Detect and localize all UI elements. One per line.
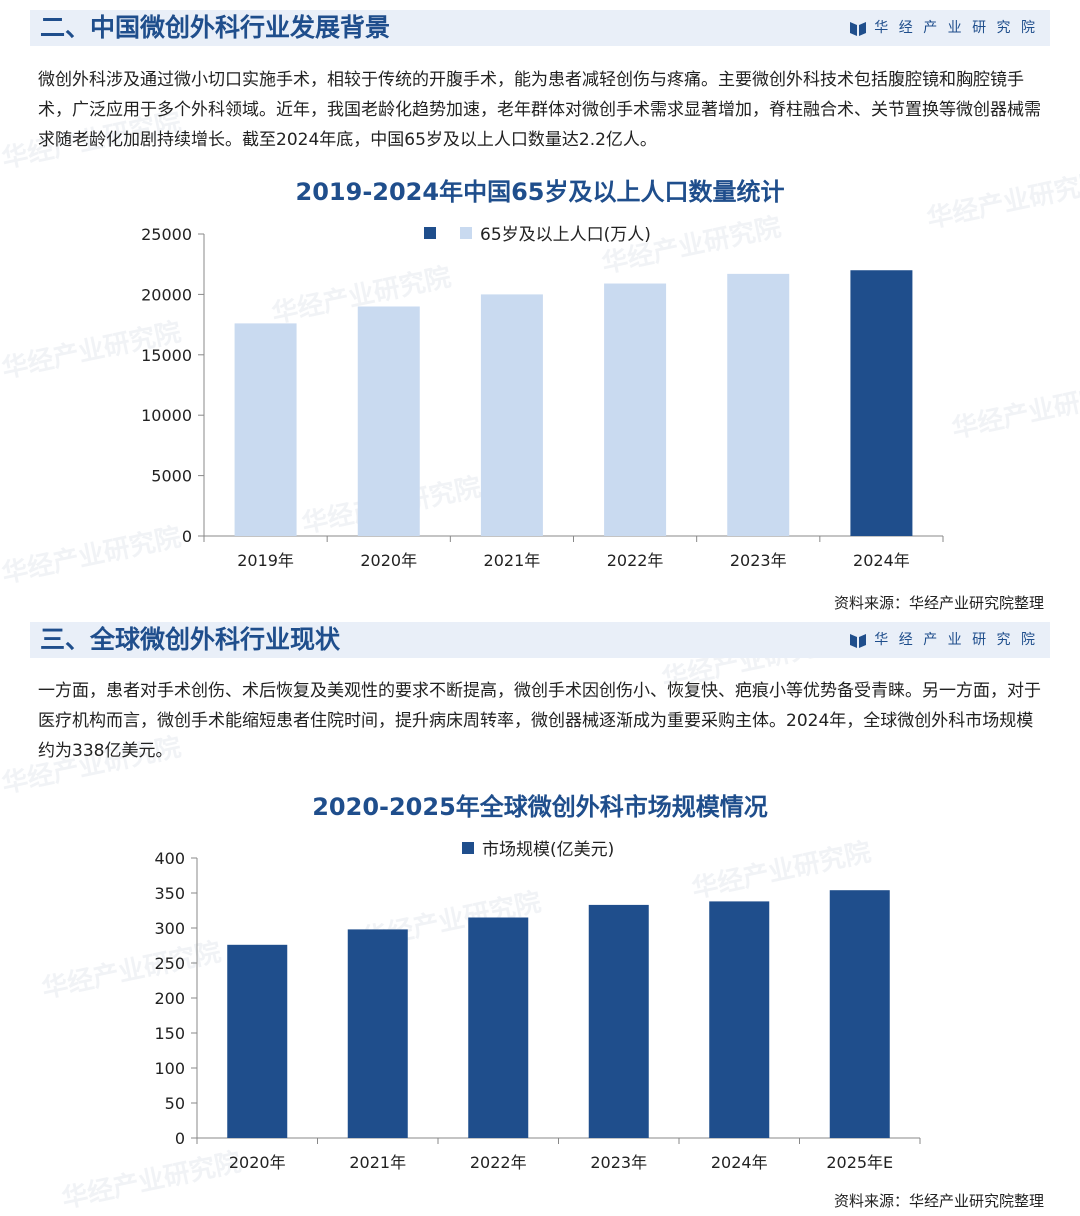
y-tick-label: 10000 bbox=[141, 406, 192, 425]
x-tick-label: 2022年 bbox=[607, 551, 664, 570]
source-note: 资料来源：华经产业研究院整理 bbox=[833, 1192, 1044, 1210]
bar bbox=[357, 306, 420, 536]
bar bbox=[347, 929, 408, 1138]
y-tick-label: 5000 bbox=[151, 467, 192, 486]
y-tick-label: 25000 bbox=[141, 225, 192, 244]
bar bbox=[850, 270, 913, 536]
bar bbox=[829, 890, 890, 1138]
x-tick-label: 2020年 bbox=[360, 551, 417, 570]
bar bbox=[709, 901, 770, 1138]
legend-swatch bbox=[460, 226, 472, 239]
x-tick-label: 2020年 bbox=[229, 1153, 286, 1172]
y-tick-label: 350 bbox=[154, 884, 185, 903]
x-tick-label: 2019年 bbox=[237, 551, 294, 570]
brand-logo: 华 经 产 业 研 究 院 bbox=[850, 10, 1038, 46]
chart-legend: 市场规模(亿美元) bbox=[462, 835, 614, 860]
y-tick-label: 250 bbox=[154, 954, 185, 973]
chart-title: 2020-2025年全球微创外科市场规模情况 bbox=[312, 793, 768, 821]
legend-swatch bbox=[462, 841, 474, 854]
brand-name: 华 经 产 业 研 究 院 bbox=[874, 632, 1038, 648]
x-tick-label: 2024年 bbox=[711, 1153, 768, 1172]
legend-label: 市场规模(亿美元) bbox=[482, 840, 615, 860]
brand-logo: 华 经 产 业 研 究 院 bbox=[850, 622, 1038, 658]
logo-icon bbox=[850, 634, 867, 648]
x-tick-label: 2023年 bbox=[730, 551, 787, 570]
y-tick-label: 15000 bbox=[141, 346, 192, 365]
bar bbox=[727, 273, 790, 536]
brand-name: 华 经 产 业 研 究 院 bbox=[874, 20, 1038, 36]
y-tick-label: 300 bbox=[154, 919, 185, 938]
y-tick-label: 0 bbox=[182, 527, 192, 546]
bar bbox=[468, 917, 529, 1138]
x-tick-label: 2025年E bbox=[826, 1153, 893, 1172]
source-note: 资料来源：华经产业研究院整理 bbox=[833, 594, 1044, 612]
market-size-bar-chart: 0 50 100 150 200 250 300 350 400 2020年 2021年 2022年 2… bbox=[154, 849, 921, 1172]
section-paragraph: 微创外科涉及通过微小切口实施手术，相较于传统的开腹手术，能为患者减轻创伤与疼痛。… bbox=[38, 70, 1041, 150]
section-header: 二、中国微创外科行业发展背景 华 经 产 业 研 究 院 bbox=[30, 10, 1050, 46]
y-tick-label: 200 bbox=[154, 989, 185, 1008]
legend-label: 65岁及以上人口(万人) bbox=[480, 225, 651, 245]
bar bbox=[227, 944, 288, 1138]
logo-icon bbox=[850, 22, 867, 36]
section-paragraph: 一方面，患者对手术创伤、术后恢复及美观性的要求不断提高，微创手术因创伤小、恢复快… bbox=[38, 681, 1041, 761]
y-tick-label: 0 bbox=[175, 1129, 185, 1148]
legend-swatch-highlight bbox=[424, 226, 436, 239]
chart-legend: 65岁及以上人口(万人) bbox=[424, 220, 651, 245]
bar bbox=[588, 904, 649, 1138]
y-tick-label: 50 bbox=[165, 1094, 185, 1113]
bar bbox=[480, 294, 543, 536]
section-title: 二、中国微创外科行业发展背景 bbox=[40, 13, 391, 42]
y-tick-label: 100 bbox=[154, 1059, 185, 1078]
x-tick-label: 2022年 bbox=[470, 1153, 527, 1172]
population-bar-chart: 0 5000 10000 15000 20000 25000 2019年 2020年 2021年… bbox=[141, 225, 944, 570]
bar bbox=[604, 283, 667, 536]
y-tick-label: 20000 bbox=[141, 285, 192, 304]
bar bbox=[234, 323, 297, 536]
y-tick-label: 400 bbox=[154, 849, 185, 868]
x-tick-label: 2021年 bbox=[484, 551, 541, 570]
x-tick-label: 2024年 bbox=[853, 551, 910, 570]
chart-title: 2019-2024年中国65岁及以上人口数量统计 bbox=[295, 178, 785, 206]
y-tick-label: 150 bbox=[154, 1024, 185, 1043]
section-title: 三、全球微创外科行业现状 bbox=[40, 625, 341, 654]
x-tick-label: 2021年 bbox=[349, 1153, 406, 1172]
section-header: 三、全球微创外科行业现状 华 经 产 业 研 究 院 bbox=[30, 622, 1050, 658]
x-tick-label: 2023年 bbox=[590, 1153, 647, 1172]
